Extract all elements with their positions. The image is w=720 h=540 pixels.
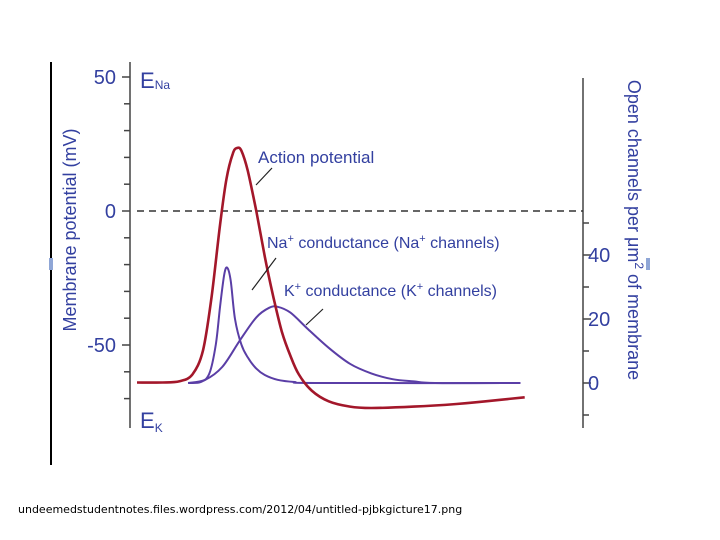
e-na-base: E [140,68,155,93]
right-axis-label-unit: m [624,247,644,262]
right-axis-label: Open channels per μm2 of membrane [624,80,646,380]
e-na-subscript: Na [155,78,171,92]
right-axis-label-prefix: Open channels per [624,80,644,237]
na-label-base: Na [267,235,288,252]
left-tick-label: 50 [94,67,116,89]
image-source-caption: undeemedstudentnotes.files.wordpress.com… [18,503,463,516]
right-axis-label-mu: μ [624,237,644,247]
na-conductance-curve [188,266,521,385]
action-potential-curve [136,146,525,410]
na-conductance-pointer [251,257,277,291]
na-label-end: channels) [426,235,500,252]
right-axis-ticks: 0 20 40 [583,222,610,416]
right-tick-label: 40 [588,245,610,267]
k-label-end: channels) [423,283,497,300]
e-k-label: EK [140,408,163,435]
k-label-sup2: + [417,281,423,293]
left-tick-label: 0 [105,201,116,223]
left-axis-ticks: -50 0 50 [87,67,130,400]
k-label-base: K [284,283,295,300]
left-axis-label: Membrane potential (mV) [60,128,80,331]
na-conductance-label: Na+ conductance (Na+ channels) [267,233,500,252]
k-conductance-label: K+ conductance (K+ channels) [284,281,497,300]
k-conductance-pointer [305,308,324,326]
right-slide-marker [646,258,650,270]
e-na-label: ENa [140,68,170,93]
e-k-base: E [140,408,155,433]
right-tick-label: 0 [588,373,599,395]
k-label-mid: conductance (K [301,283,417,300]
right-axis-label-suffix: of membrane [624,269,644,380]
left-tick-label: -50 [87,335,116,357]
right-tick-label: 20 [588,309,610,331]
na-label-mid: conductance (Na [294,235,420,252]
k-conductance-curve [187,305,521,385]
k-label-sup: + [295,281,301,293]
action-potential-label: Action potential [258,148,374,167]
na-label-sup: + [287,233,293,245]
action-potential-pointer [255,167,273,186]
na-label-sup2: + [419,233,425,245]
e-k-subscript: K [155,421,163,435]
left-slide-marker [49,258,53,270]
right-axis-label-exponent: 2 [632,262,646,269]
